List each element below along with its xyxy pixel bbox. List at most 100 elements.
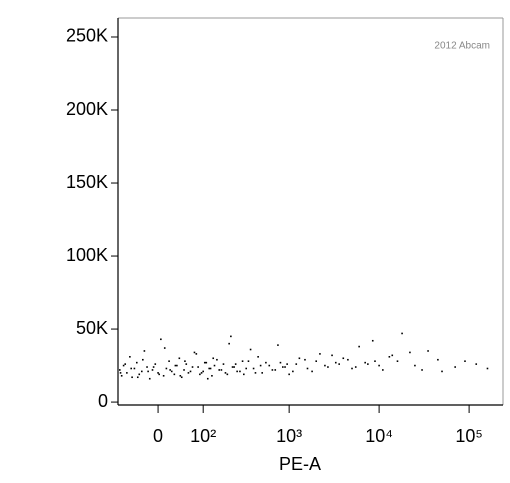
x-tick-label: 10⁴ [365,426,393,446]
point [295,363,298,365]
y-tick-label: 0 [98,391,108,411]
point [243,373,245,376]
point [187,372,190,374]
point [228,342,230,345]
point [202,370,204,373]
point [252,367,255,370]
y-tick-label: 50K [76,318,108,338]
point [342,357,345,360]
x-axis-label: PE-A [279,454,321,474]
x-tick-label: 0 [153,426,163,446]
point [180,376,183,379]
point [200,372,203,374]
point [351,367,353,370]
point [327,366,329,368]
point [382,369,384,371]
point [173,373,176,376]
point [211,374,213,377]
point [122,364,125,367]
point [257,356,259,358]
point [304,358,306,361]
point [197,366,199,368]
point [234,363,237,365]
y-tick-label: 200K [66,99,108,119]
point [464,360,466,362]
point [169,369,171,371]
point [120,374,123,377]
point [331,354,333,357]
point [140,370,143,373]
point [364,361,366,364]
point [378,364,380,367]
point [319,353,321,355]
point [409,351,411,354]
point [212,357,215,360]
point [220,369,223,371]
point [324,364,326,367]
point [174,364,177,367]
point [261,372,264,374]
point [119,369,121,371]
point [218,369,221,371]
y-tick-label: 150K [66,172,108,192]
point [374,360,376,362]
point [354,366,357,368]
point [239,370,241,373]
point [367,363,369,365]
point [277,344,279,346]
point [371,339,374,342]
point [191,366,194,368]
point [152,366,155,368]
point [185,363,188,365]
point [222,363,225,365]
point [421,369,423,371]
point [208,367,210,370]
point [199,373,201,376]
point [176,364,178,367]
point [401,332,403,335]
point [158,373,160,376]
point [226,373,229,376]
point [414,364,416,367]
point [274,369,277,371]
point [271,369,274,371]
point [486,367,489,370]
point [216,358,218,361]
point [247,360,250,362]
point [179,374,182,377]
point [138,373,141,376]
point [358,345,360,348]
point [142,358,144,361]
x-tick-label: 10⁵ [455,426,482,446]
point [129,356,131,358]
point [391,354,394,357]
point [203,361,206,364]
point [162,374,165,377]
point [119,372,122,374]
y-tick-label: 100K [66,245,108,265]
point [396,360,399,362]
point [288,373,290,376]
point [265,361,267,364]
point [209,367,212,370]
point [135,361,138,364]
point [245,367,248,370]
x-tick-label: 10³ [276,426,302,446]
point [388,356,391,358]
point [441,370,443,373]
point [286,363,288,365]
x-tick-label: 10² [190,426,216,446]
point [163,347,166,349]
point [170,370,173,373]
point [284,366,286,368]
point [315,360,318,362]
point [148,377,151,380]
point [279,361,282,364]
point [143,350,146,352]
point [254,372,257,374]
point [131,376,133,379]
point [347,358,349,361]
point [124,363,127,365]
